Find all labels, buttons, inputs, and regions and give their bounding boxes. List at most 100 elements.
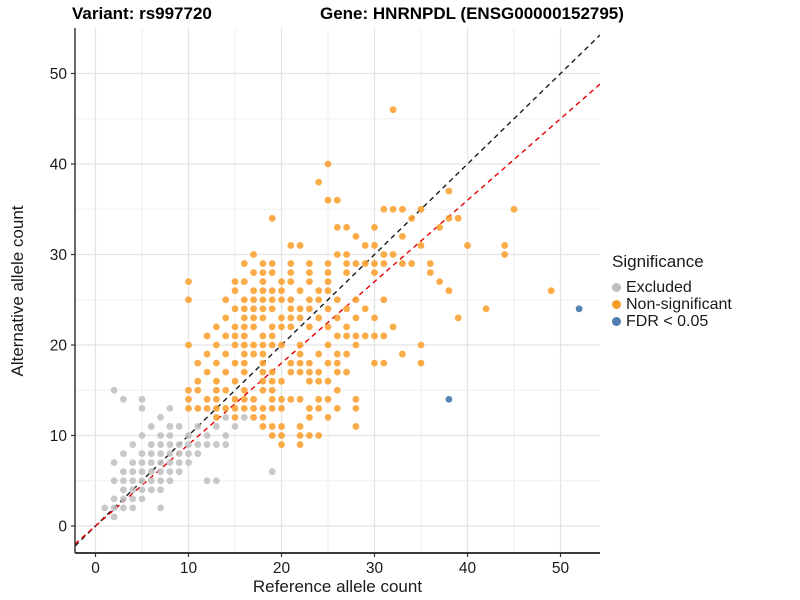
data-point bbox=[147, 486, 155, 494]
data-point bbox=[333, 251, 341, 258]
data-point bbox=[222, 296, 230, 304]
data-point bbox=[343, 305, 350, 313]
data-point bbox=[482, 305, 490, 313]
data-point bbox=[203, 441, 211, 448]
data-point bbox=[333, 296, 341, 304]
data-point bbox=[343, 251, 350, 258]
data-point bbox=[110, 477, 118, 485]
data-point bbox=[110, 504, 118, 512]
data-point bbox=[129, 459, 137, 467]
data-point bbox=[129, 486, 137, 494]
data-point bbox=[222, 314, 230, 322]
data-point bbox=[213, 404, 220, 412]
data-point bbox=[185, 278, 192, 286]
data-point bbox=[268, 432, 276, 439]
plot-title-variant: Variant: rs997720 bbox=[72, 4, 212, 23]
data-point bbox=[296, 432, 304, 439]
data-point bbox=[194, 441, 202, 448]
data-point bbox=[287, 305, 295, 313]
data-point bbox=[138, 468, 146, 476]
legend-item-fdr: FDR < 0.05 bbox=[612, 313, 732, 330]
data-point bbox=[213, 323, 220, 331]
data-point bbox=[203, 368, 211, 376]
data-point bbox=[268, 377, 276, 385]
data-point bbox=[110, 513, 118, 521]
data-point bbox=[268, 323, 276, 331]
data-point bbox=[268, 214, 276, 222]
data-point bbox=[333, 223, 341, 231]
data-point bbox=[157, 486, 165, 494]
data-point bbox=[110, 495, 118, 503]
legend-item-excluded: Excluded bbox=[612, 279, 732, 296]
data-point bbox=[324, 260, 332, 267]
data-point bbox=[231, 414, 239, 421]
legend-item-label: Non-significant bbox=[626, 295, 732, 313]
data-point bbox=[129, 495, 137, 503]
data-point bbox=[324, 359, 332, 367]
non-significant-dot-icon bbox=[612, 300, 621, 309]
data-point bbox=[231, 341, 239, 349]
data-point bbox=[315, 178, 323, 186]
y-tick-label: 0 bbox=[58, 519, 67, 536]
data-point bbox=[343, 368, 350, 376]
data-point bbox=[147, 459, 155, 467]
data-point bbox=[454, 214, 462, 222]
data-point bbox=[268, 332, 276, 340]
data-point bbox=[268, 341, 276, 349]
data-point bbox=[250, 414, 257, 421]
data-point bbox=[315, 404, 323, 412]
data-point bbox=[278, 314, 285, 322]
data-point bbox=[240, 323, 248, 331]
data-point bbox=[185, 432, 192, 439]
data-point bbox=[222, 404, 230, 412]
fit-line bbox=[75, 83, 600, 545]
data-point bbox=[278, 432, 285, 439]
data-point bbox=[306, 432, 313, 439]
data-point bbox=[315, 287, 323, 295]
grid-lines bbox=[75, 28, 600, 553]
data-point bbox=[259, 423, 267, 430]
y-tick-label: 50 bbox=[50, 66, 68, 83]
data-point bbox=[259, 414, 267, 421]
data-point bbox=[222, 368, 230, 376]
data-point bbox=[147, 423, 155, 430]
data-point bbox=[268, 423, 276, 430]
data-point bbox=[138, 486, 146, 494]
data-point bbox=[296, 314, 304, 322]
data-point bbox=[185, 441, 192, 448]
data-point bbox=[268, 305, 276, 313]
data-point bbox=[240, 260, 248, 267]
data-point bbox=[240, 314, 248, 322]
data-point bbox=[166, 459, 174, 467]
data-point bbox=[287, 395, 295, 403]
data-point bbox=[278, 423, 285, 430]
y-tick-label: 10 bbox=[50, 428, 68, 445]
data-point bbox=[408, 260, 416, 267]
legend-title: Significance bbox=[612, 252, 704, 271]
data-point bbox=[203, 404, 211, 412]
data-point bbox=[324, 377, 332, 385]
data-point bbox=[315, 368, 323, 376]
data-point bbox=[445, 214, 453, 222]
data-point bbox=[213, 414, 220, 421]
data-point bbox=[185, 404, 192, 412]
data-point bbox=[259, 359, 267, 367]
data-point bbox=[240, 368, 248, 376]
data-point bbox=[268, 260, 276, 267]
data-point bbox=[259, 332, 267, 340]
data-point bbox=[157, 450, 165, 457]
data-point bbox=[278, 404, 285, 412]
data-point bbox=[324, 414, 332, 421]
data-point bbox=[324, 341, 332, 349]
data-point bbox=[343, 332, 350, 340]
data-point bbox=[231, 323, 239, 331]
data-point bbox=[250, 341, 257, 349]
data-point bbox=[203, 477, 211, 485]
data-point bbox=[166, 450, 174, 457]
data-point bbox=[194, 359, 202, 367]
data-point bbox=[296, 395, 304, 403]
data-point bbox=[194, 423, 202, 430]
data-point bbox=[259, 305, 267, 313]
data-point bbox=[231, 278, 239, 286]
series-non-significant bbox=[185, 106, 555, 448]
